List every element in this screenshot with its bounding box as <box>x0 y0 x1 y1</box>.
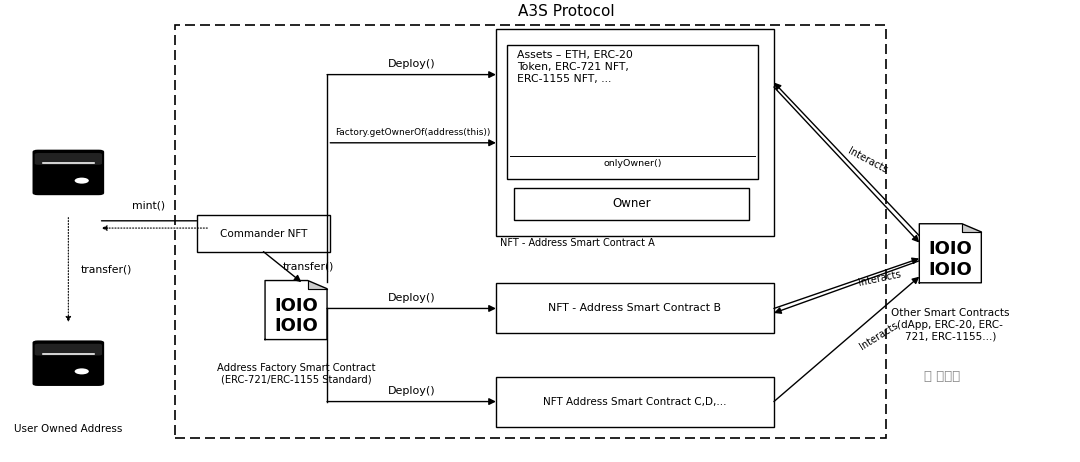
Text: NFT - Address Smart Contract B: NFT - Address Smart Contract B <box>549 304 721 313</box>
Bar <box>496 29 774 236</box>
Polygon shape <box>265 280 327 340</box>
Bar <box>197 215 330 252</box>
Text: Other Smart Contracts
(dApp, ERC-20, ERC-
721, ERC-1155...): Other Smart Contracts (dApp, ERC-20, ERC… <box>891 309 1010 342</box>
Text: NFT Address Smart Contract C,D,...: NFT Address Smart Contract C,D,... <box>543 396 727 407</box>
Circle shape <box>75 177 89 183</box>
FancyBboxPatch shape <box>32 340 104 386</box>
FancyBboxPatch shape <box>35 344 102 356</box>
FancyBboxPatch shape <box>32 150 104 195</box>
Text: Interacts: Interacts <box>858 269 902 288</box>
Text: Owner: Owner <box>612 197 651 211</box>
Polygon shape <box>308 280 327 289</box>
Text: onlyOwner(): onlyOwner() <box>603 159 662 168</box>
Text: Deploy(): Deploy() <box>388 59 435 69</box>
Text: IOIO
IOIO: IOIO IOIO <box>929 240 972 279</box>
Text: 👣 十四君: 👣 十四君 <box>923 370 960 383</box>
Text: Interacts: Interacts <box>858 320 900 351</box>
Text: Deploy(): Deploy() <box>388 293 435 303</box>
Text: mint(): mint() <box>133 201 165 211</box>
Polygon shape <box>919 224 982 283</box>
Bar <box>175 24 887 438</box>
Bar <box>507 45 758 179</box>
Polygon shape <box>962 224 982 232</box>
Text: A3S Protocol: A3S Protocol <box>518 4 615 19</box>
Bar <box>514 188 750 220</box>
Text: Address Factory Smart Contract
(ERC-721/ERC-1155 Standard): Address Factory Smart Contract (ERC-721/… <box>217 363 376 384</box>
Bar <box>496 284 774 334</box>
Text: Commander NFT: Commander NFT <box>219 229 307 238</box>
Text: transfer(): transfer() <box>81 265 133 275</box>
Text: Interacts: Interacts <box>847 146 890 175</box>
Text: Deploy(): Deploy() <box>388 386 435 396</box>
Text: transfer(): transfer() <box>283 262 334 272</box>
Text: User Owned Address: User Owned Address <box>14 424 122 434</box>
Circle shape <box>75 368 89 374</box>
Text: NFT - Address Smart Contract A: NFT - Address Smart Contract A <box>500 238 654 248</box>
Text: Factory.getOwnerOf(address(this)): Factory.getOwnerOf(address(this)) <box>336 128 490 137</box>
Text: IOIO
IOIO: IOIO IOIO <box>274 297 318 335</box>
Text: Assets – ETH, ERC-20
Token, ERC-721 NFT,
ERC-1155 NFT, ...: Assets – ETH, ERC-20 Token, ERC-721 NFT,… <box>517 50 633 84</box>
Bar <box>496 377 774 426</box>
FancyBboxPatch shape <box>35 153 102 165</box>
